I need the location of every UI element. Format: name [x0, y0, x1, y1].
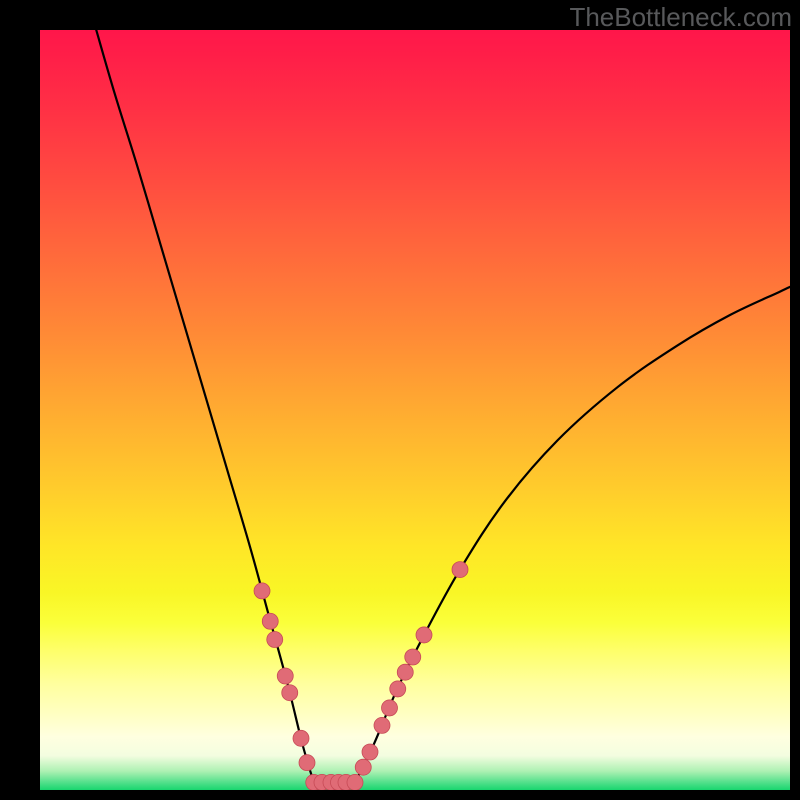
watermark-text: TheBottleneck.com [569, 2, 792, 33]
data-marker [362, 744, 378, 760]
data-marker [282, 685, 298, 701]
data-marker [416, 627, 432, 643]
data-marker [382, 700, 398, 716]
data-marker [267, 632, 283, 648]
gradient-background [40, 30, 790, 790]
data-marker [254, 583, 270, 599]
data-marker [355, 759, 371, 775]
data-marker [293, 730, 309, 746]
data-marker [405, 649, 421, 665]
data-marker [452, 562, 468, 578]
data-marker [299, 755, 315, 771]
data-marker [277, 668, 293, 684]
chart-frame: TheBottleneck.com [0, 0, 800, 800]
data-marker [397, 664, 413, 680]
data-marker [390, 681, 406, 697]
plot-area [40, 30, 790, 790]
data-marker [374, 717, 390, 733]
data-marker [347, 774, 363, 790]
data-marker [262, 613, 278, 629]
plot-svg [40, 30, 790, 790]
